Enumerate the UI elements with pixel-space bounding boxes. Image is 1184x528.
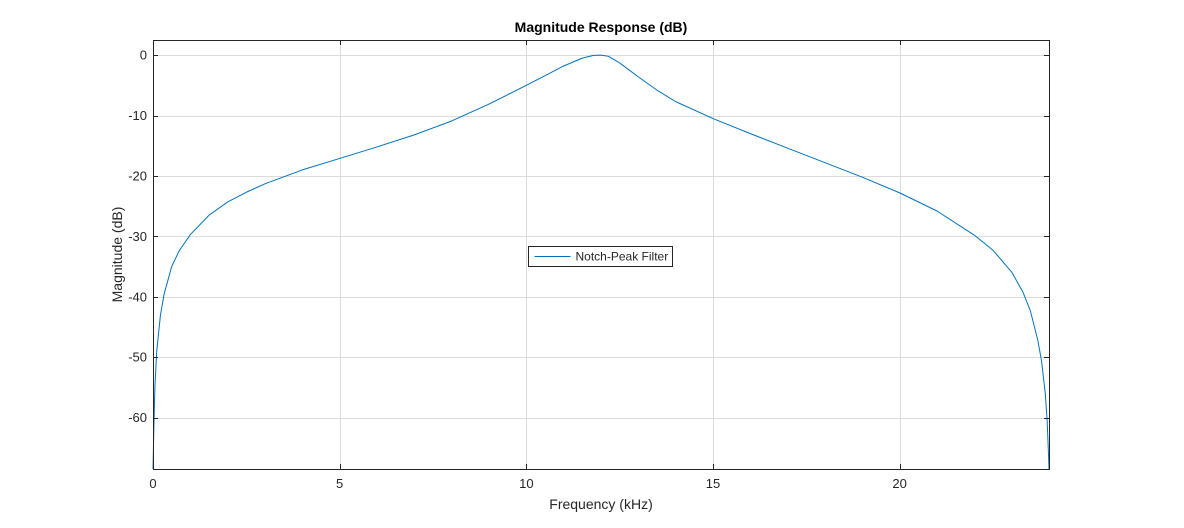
legend-entry-notch-peak-filter: Notch-Peak Filter: [576, 250, 669, 264]
y-tick-label: 0: [140, 48, 147, 63]
tick-marks: [153, 40, 1049, 469]
x-tick-label: 20: [892, 476, 906, 491]
y-tick-label: -60: [128, 410, 147, 425]
x-tick-label: 0: [149, 476, 156, 491]
y-tick-label: -50: [128, 350, 147, 365]
x-axis-label: Frequency (kHz): [549, 496, 652, 512]
series-line-notch-peak-filter: [152, 54, 1050, 470]
grid-lines: [153, 40, 1049, 469]
legend-box: [528, 246, 673, 267]
x-tick-label: 10: [519, 476, 533, 491]
x-tick-label: 15: [706, 476, 720, 491]
x-tick-label: 5: [336, 476, 343, 491]
y-tick-label: -10: [128, 108, 147, 123]
chart-title: Magnitude Response (dB): [515, 19, 688, 35]
y-tick-label: -30: [128, 229, 147, 244]
axes-frame: [153, 40, 1050, 470]
tick-labels: 0 5 10 15 20 0 -10 -20 -30 -40 -50 -60: [128, 48, 907, 491]
y-axis-label: Magnitude (dB): [109, 207, 125, 303]
y-tick-label: -20: [128, 168, 147, 183]
y-tick-label: -40: [128, 289, 147, 304]
legend[interactable]: Notch-Peak Filter: [528, 246, 673, 267]
series-layer: [152, 54, 1050, 470]
